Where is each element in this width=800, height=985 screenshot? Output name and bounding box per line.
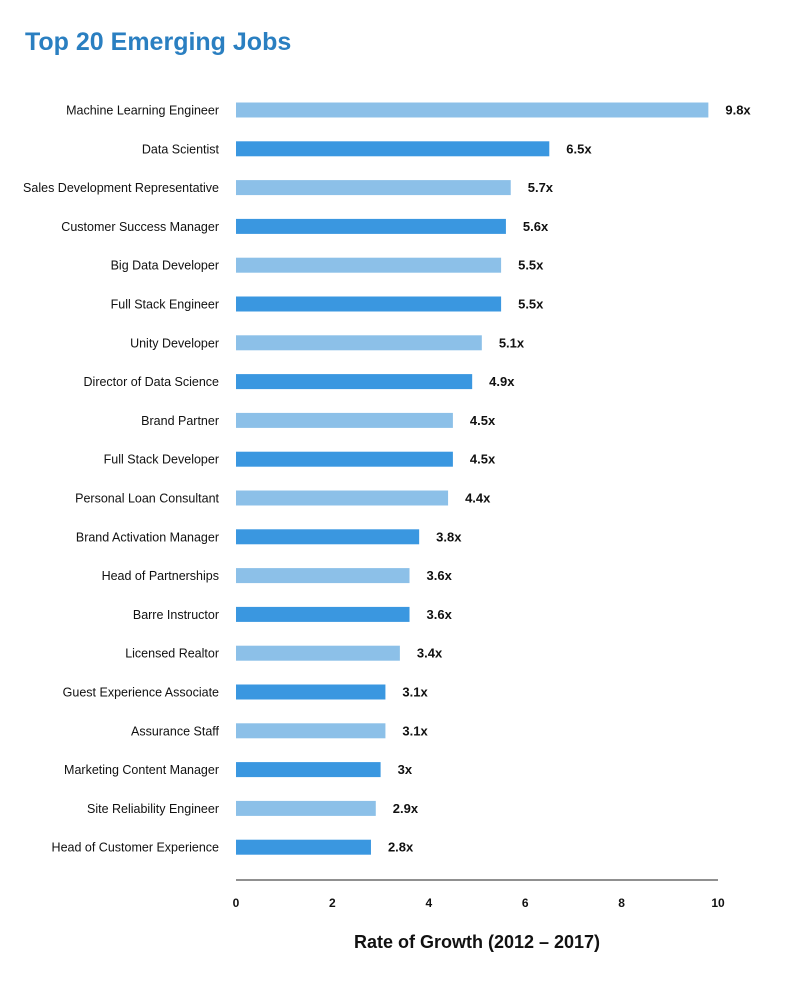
bar	[236, 296, 502, 312]
category-label: Big Data Developer	[111, 259, 219, 273]
value-label: 4.4x	[465, 491, 491, 506]
chart-title: Top 20 Emerging Jobs	[25, 28, 292, 56]
category-label: Director of Data Science	[84, 375, 220, 389]
x-tick-label: 8	[618, 896, 625, 910]
bar	[236, 374, 473, 390]
x-axis-title: Rate of Growth (2012 – 2017)	[354, 932, 600, 952]
value-label: 9.8x	[725, 103, 751, 118]
bar	[236, 335, 482, 351]
bar	[236, 412, 453, 428]
bar	[236, 490, 449, 506]
category-label: Data Scientist	[142, 142, 220, 156]
bar	[236, 606, 410, 622]
category-label: Head of Customer Experience	[52, 841, 219, 855]
x-tick-label: 6	[522, 896, 529, 910]
x-tick-label: 10	[711, 896, 725, 910]
category-label: Machine Learning Engineer	[66, 104, 219, 118]
category-label: Barre Instructor	[133, 608, 219, 622]
bars-group	[236, 102, 709, 855]
value-label: 2.8x	[388, 840, 414, 855]
category-label: Head of Partnerships	[102, 569, 219, 583]
value-label: 5.1x	[499, 335, 525, 350]
category-label: Licensed Realtor	[125, 647, 219, 661]
value-label: 4.5x	[470, 413, 496, 428]
category-label: Guest Experience Associate	[63, 686, 219, 700]
category-label: Site Reliability Engineer	[87, 802, 219, 816]
x-tick-label: 0	[233, 896, 240, 910]
value-label: 5.6x	[523, 219, 549, 234]
value-label: 3.8x	[436, 529, 462, 544]
bar	[236, 762, 381, 778]
value-label: 3.6x	[427, 607, 453, 622]
x-axis-ticks-group: 0 2 4 6 8 10	[233, 896, 725, 910]
bar	[236, 451, 453, 467]
category-label: Personal Loan Consultant	[75, 492, 219, 506]
value-label: 5.5x	[518, 297, 544, 312]
bar	[236, 723, 386, 739]
value-labels-group: 9.8x 6.5x 5.7x 5.6x 5.5x 5.5x 5.1x 4.9x 4.5x 4.5x…	[388, 103, 751, 855]
bar	[236, 257, 502, 273]
category-label: Brand Partner	[141, 414, 219, 428]
bar	[236, 529, 420, 545]
value-label: 5.5x	[518, 258, 544, 273]
value-label: 4.5x	[470, 452, 496, 467]
value-label: 3.1x	[402, 723, 428, 738]
x-tick-label: 2	[329, 896, 336, 910]
value-label: 6.5x	[566, 141, 592, 156]
value-label: 2.9x	[393, 801, 419, 816]
category-label: Customer Success Manager	[61, 220, 219, 234]
value-label: 3.6x	[427, 568, 453, 583]
value-label: 4.9x	[489, 374, 515, 389]
bar	[236, 568, 410, 584]
category-label: Brand Activation Manager	[76, 530, 219, 544]
bar	[236, 800, 376, 816]
value-label: 3x	[398, 762, 413, 777]
value-label: 3.1x	[402, 685, 428, 700]
value-label: 3.4x	[417, 646, 443, 661]
bar	[236, 218, 506, 234]
value-label: 5.7x	[528, 180, 554, 195]
category-label: Assurance Staff	[131, 724, 220, 738]
category-labels-group: Machine Learning Engineer Data Scientist S…	[23, 104, 219, 855]
bar	[236, 684, 386, 700]
bar	[236, 180, 511, 196]
category-label: Sales Development Representative	[23, 181, 219, 195]
category-label: Marketing Content Manager	[64, 763, 219, 777]
bar	[236, 839, 371, 855]
category-label: Full Stack Engineer	[111, 298, 219, 312]
category-label: Full Stack Developer	[104, 453, 219, 467]
x-tick-label: 4	[425, 896, 432, 910]
bar	[236, 141, 550, 157]
bar	[236, 102, 709, 118]
category-label: Unity Developer	[130, 336, 219, 350]
bar	[236, 645, 400, 661]
